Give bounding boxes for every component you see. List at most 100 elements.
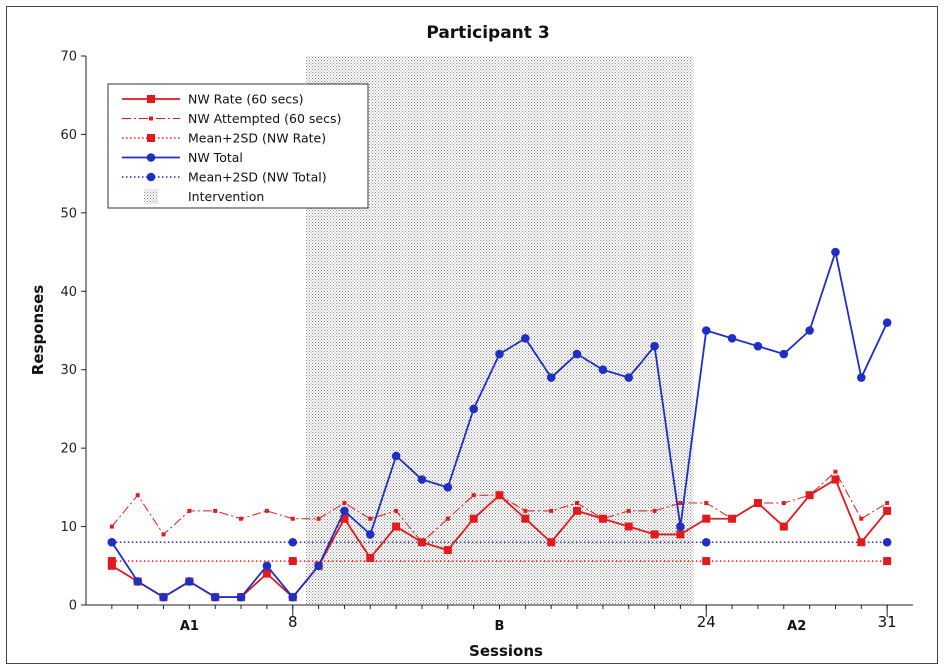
y-tick-label: 40 [60,285,77,300]
series-2 [107,557,892,566]
data-point [107,557,116,566]
data-point [727,334,737,343]
data-point [210,592,220,602]
data-point [290,516,295,521]
data-point [598,365,608,375]
x-axis-label: Sessions [469,642,543,660]
data-point [236,592,246,602]
data-point [316,516,321,521]
data-point [342,501,347,506]
data-point [521,334,530,343]
data-point [781,501,786,506]
data-point [340,514,349,523]
y-tick-label: 10 [60,520,77,535]
data-point [831,475,840,484]
data-point [701,326,711,335]
data-point [392,522,401,531]
session-mark-label: 24 [697,613,716,631]
data-point [185,577,194,586]
data-point [391,451,401,461]
data-point [857,538,866,547]
data-point [365,530,375,539]
data-point [109,524,114,529]
data-point [288,557,297,566]
data-point [135,493,140,498]
data-point [676,522,685,531]
session-mark-label: 8 [288,613,298,631]
data-point [495,349,504,359]
y-tick-label: 60 [60,128,77,143]
data-point [728,514,737,523]
data-point [368,516,373,521]
data-point [753,499,762,508]
data-point [650,341,659,351]
legend-marker [147,134,155,142]
data-point [678,501,683,506]
y-tick-label: 0 [69,599,77,614]
phase-label: A1 [180,619,199,634]
data-point [883,506,892,515]
data-point [314,561,323,571]
data-point [650,530,659,539]
data-point [471,493,476,498]
data-point [107,561,116,570]
legend-marker [146,153,156,162]
intervention-region [305,56,694,605]
legend-label: NW Rate (60 secs) [188,92,304,107]
data-point [624,522,633,531]
data-point [859,516,864,521]
legend: NW Rate (60 secs) NW Attempted (60 secs) M… [107,83,369,209]
legend-label: Intervention [188,189,264,204]
data-point [652,508,657,513]
data-point [575,501,580,506]
data-point [547,538,556,547]
data-point [133,577,142,586]
legend-box [107,83,369,209]
data-point [469,404,478,414]
data-point [702,557,711,566]
data-point [288,592,298,602]
data-point [882,318,892,327]
data-point [495,491,504,500]
data-point [883,557,892,566]
data-point [107,537,117,547]
data-point [187,508,192,513]
legend-label: Mean+2SD (NW Rate) [188,131,326,146]
data-point [626,508,631,513]
data-point [753,341,763,351]
legend-marker [149,116,153,121]
data-point [264,508,269,513]
y-tick-label: 70 [60,50,77,65]
data-point [443,483,453,492]
data-point [366,553,375,562]
data-point [573,506,582,515]
data-point [598,514,607,523]
data-point [831,247,840,257]
y-tick-label: 30 [60,363,77,378]
data-point [549,508,554,513]
legend-label: NW Attempted (60 secs) [188,111,341,126]
data-point [572,349,582,359]
y-axis-label: Responses [29,285,47,375]
data-point [161,532,166,537]
data-point [702,514,711,523]
data-point [239,516,244,521]
data-point [779,349,789,359]
legend-marker [146,172,156,182]
data-point [676,530,685,539]
data-point [288,537,298,547]
y-tick-label: 20 [60,442,77,457]
data-point [546,373,556,382]
legend-swatch [144,189,158,204]
data-point [701,537,711,547]
data-point [417,538,426,547]
data-point [394,508,399,513]
data-point [779,522,788,531]
legend-label: Mean+2SD (NW Total) [188,170,327,185]
data-point [624,373,634,382]
data-point [805,326,814,335]
legend-label: NW Total [188,150,243,165]
phase-label: A2 [787,619,806,634]
data-point [523,508,528,513]
